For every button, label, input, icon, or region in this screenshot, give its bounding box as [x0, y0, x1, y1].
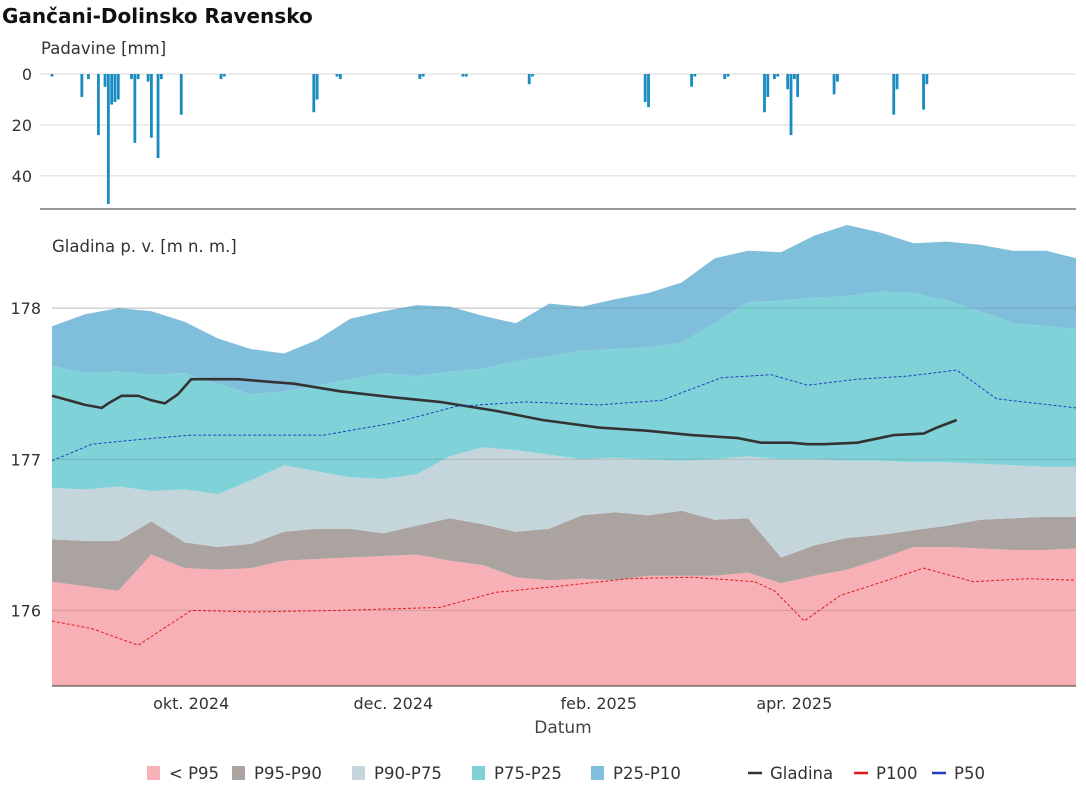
precipitation-grid: 0 20 40 [12, 65, 1076, 210]
legend-swatch [352, 766, 365, 780]
precip-bar [922, 74, 925, 110]
precip-bar [335, 74, 339, 77]
precip-bar [222, 74, 226, 77]
precip-bar [159, 74, 163, 80]
water-level-axes: 176 177 178 okt. 2024 dec. 2024 feb. 2025 apr.… [10, 299, 1076, 713]
precipitation-bars [50, 74, 929, 204]
precip-bar [531, 74, 534, 77]
water-level-lines [51, 369, 1077, 646]
legend-label: P90-P75 [374, 764, 442, 783]
precip-bar [106, 74, 110, 204]
precip-bar [647, 74, 650, 108]
band-p95-p90 [52, 510, 1076, 591]
legend-label: P95-P90 [254, 764, 322, 783]
precip-bar [925, 74, 929, 85]
precip-bar [792, 74, 796, 80]
precip-bar [136, 74, 140, 80]
precip-bar [130, 74, 133, 80]
precip-bar [219, 74, 223, 80]
precip-bar [461, 74, 465, 77]
precip-bar [895, 74, 899, 90]
precip-bar [789, 74, 793, 136]
precip-bar [80, 74, 84, 97]
precip-bar [113, 74, 117, 103]
precip-bar [116, 74, 120, 100]
x-tick-label: okt. 2024 [153, 694, 229, 713]
legend-item: P100 [854, 764, 917, 783]
x-tick-label: dec. 2024 [353, 694, 433, 713]
x-tick-label: feb. 2025 [561, 694, 638, 713]
legend-item: P25-P10 [591, 764, 681, 783]
precip-bar [421, 74, 425, 77]
precip-bar [179, 74, 183, 115]
level-y-tick-label: 177 [10, 450, 41, 469]
legend-label: P75-P25 [494, 764, 562, 783]
precip-bar [146, 74, 150, 82]
precip-bar [312, 74, 316, 113]
band-p95 [52, 547, 1076, 686]
level-y-tick-label: 178 [10, 299, 41, 318]
series-line-gladina [51, 377, 958, 446]
x-axis-title: Datum [534, 718, 592, 738]
precip-bar [527, 74, 531, 85]
precip-bar [338, 74, 342, 80]
legend-item: P90-P75 [352, 764, 442, 783]
percentile-bands [52, 225, 1076, 686]
precip-bar [796, 74, 800, 97]
legend-label: < P95 [169, 764, 219, 783]
legend-label: P100 [876, 764, 917, 783]
precip-bar [773, 74, 776, 80]
legend-swatch [591, 766, 604, 780]
precip-bar [315, 74, 319, 100]
legend-item: Gladina [748, 764, 833, 783]
precip-bar [418, 74, 422, 80]
chart-title: Gančani-Dolinsko Ravensko [2, 4, 313, 28]
precip-bar [726, 74, 730, 77]
precip-bar [835, 74, 839, 82]
precip-bar [892, 74, 896, 115]
precip-y-tick-label: 40 [12, 167, 32, 186]
precip-bar [776, 74, 780, 77]
legend-item: P50 [932, 764, 985, 783]
legend-swatch [472, 766, 485, 780]
precip-bar [87, 74, 90, 80]
legend-label: P25-P10 [613, 764, 681, 783]
precip-bar [156, 74, 160, 159]
series-line-p100 [51, 567, 1077, 646]
water-level-axis-label: Gladina p. v. [m n. m.] [52, 237, 237, 256]
series-line-p50 [51, 369, 1077, 462]
precipitation-axis-label: Padavine [mm] [41, 39, 166, 58]
precip-bar [832, 74, 836, 95]
precip-bar [763, 74, 766, 113]
precip-bar [766, 74, 770, 97]
level-y-tick-label: 176 [10, 601, 41, 620]
legend-item: P95-P90 [232, 764, 322, 783]
precip-bar [786, 74, 790, 90]
band-p90-p75 [52, 447, 1076, 558]
precip-bar [723, 74, 727, 80]
precip-y-tick-label: 20 [12, 116, 32, 135]
precip-bar [693, 74, 697, 77]
precip-bar [50, 74, 54, 77]
precip-bar [103, 74, 107, 87]
precip-y-tick-label: 0 [22, 65, 32, 84]
legend: < P95 P95-P90 P90-P75 P75-P25 P25-P10 Gladina… [147, 764, 985, 783]
precip-bar [690, 74, 693, 87]
legend-label: Gladina [770, 764, 833, 783]
precip-bar [133, 74, 137, 143]
precip-bar [464, 74, 468, 77]
precip-bar [96, 74, 100, 136]
legend-item: < P95 [147, 764, 219, 783]
legend-swatch [232, 766, 245, 780]
legend-swatch [147, 766, 160, 780]
x-tick-label: apr. 2025 [756, 694, 832, 713]
precip-bar [110, 74, 114, 105]
band-p25-p10 [52, 225, 1076, 395]
precip-bar [643, 74, 647, 103]
legend-label: P50 [954, 764, 985, 783]
legend-item: P75-P25 [472, 764, 562, 783]
precip-bar [150, 74, 153, 138]
